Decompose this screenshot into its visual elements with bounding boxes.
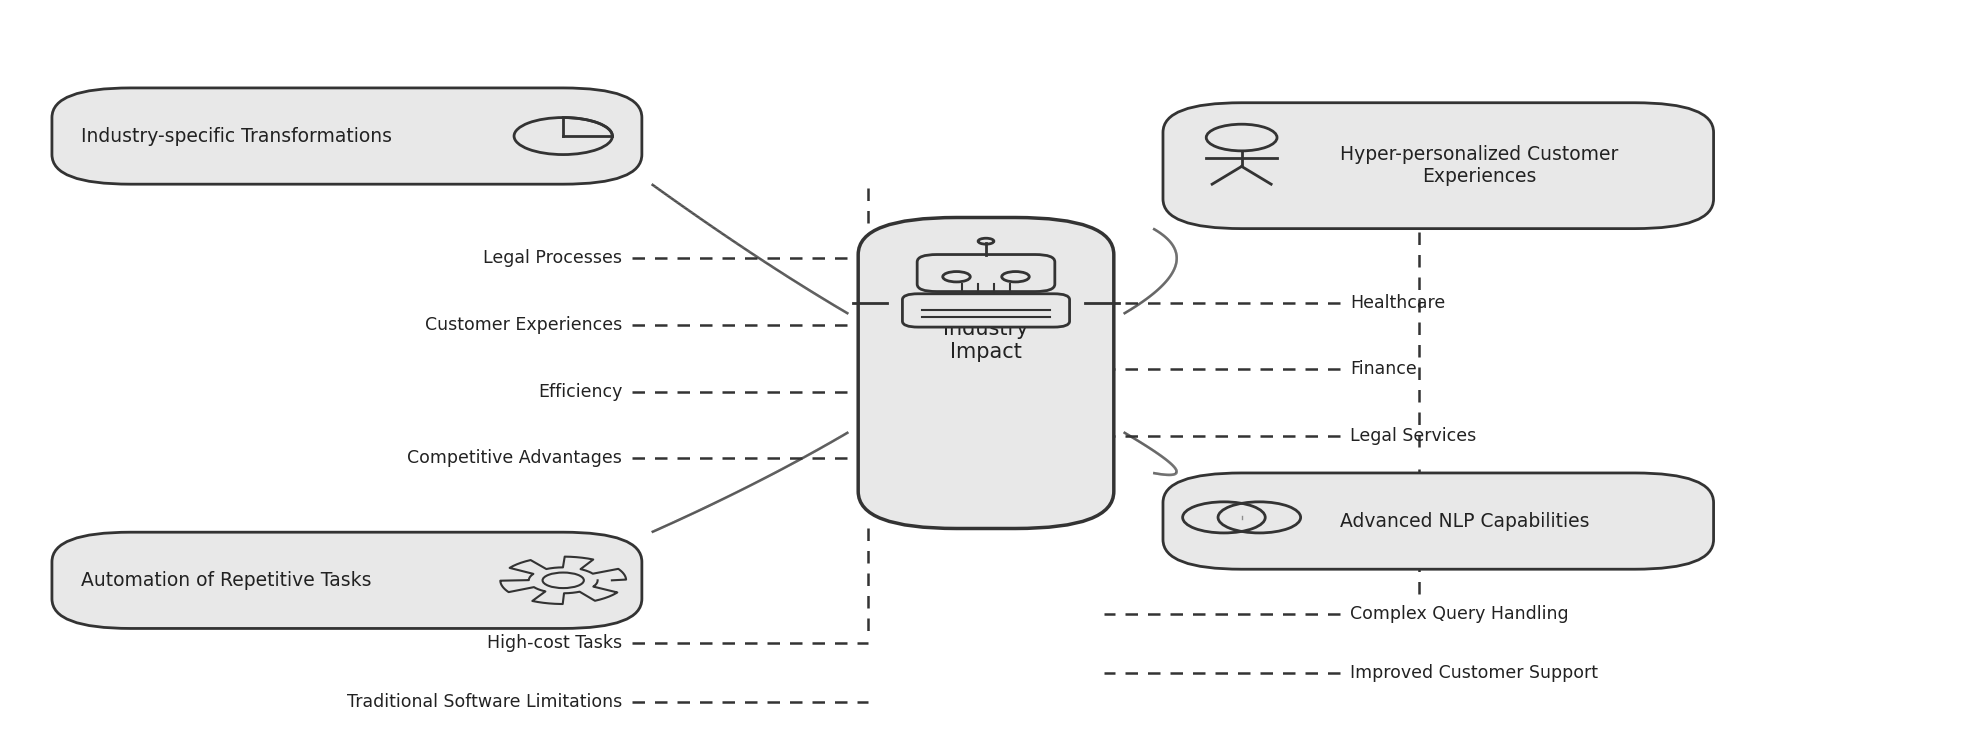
Text: Hyper-personalized Customer
Experiences: Hyper-personalized Customer Experiences bbox=[1339, 145, 1619, 186]
FancyBboxPatch shape bbox=[858, 218, 1114, 528]
FancyBboxPatch shape bbox=[1163, 473, 1714, 569]
Text: Healthcare: Healthcare bbox=[1349, 294, 1445, 312]
FancyBboxPatch shape bbox=[903, 294, 1069, 327]
Text: Legal Services: Legal Services bbox=[1349, 427, 1477, 445]
Text: High-cost Tasks: High-cost Tasks bbox=[487, 634, 623, 652]
Text: Automation of Repetitive Tasks: Automation of Repetitive Tasks bbox=[81, 571, 373, 590]
Text: Industry-specific Transformations: Industry-specific Transformations bbox=[81, 127, 392, 145]
FancyBboxPatch shape bbox=[51, 532, 641, 628]
Text: Traditional Software Limitations: Traditional Software Limitations bbox=[347, 694, 623, 712]
Text: Legal Processes: Legal Processes bbox=[483, 249, 623, 267]
Text: Customer Experiences: Customer Experiences bbox=[424, 316, 623, 334]
Text: Advanced NLP Capabilities: Advanced NLP Capabilities bbox=[1339, 512, 1589, 530]
Text: Efficiency: Efficiency bbox=[538, 383, 623, 401]
Text: Improved Customer Support: Improved Customer Support bbox=[1349, 664, 1597, 682]
FancyBboxPatch shape bbox=[1163, 103, 1714, 228]
FancyBboxPatch shape bbox=[917, 254, 1055, 292]
FancyBboxPatch shape bbox=[51, 88, 641, 184]
Text: Vertical AI
Industry
Impact: Vertical AI Industry Impact bbox=[933, 295, 1039, 362]
Text: Competitive Advantages: Competitive Advantages bbox=[408, 449, 623, 467]
Text: Complex Query Handling: Complex Query Handling bbox=[1349, 605, 1568, 623]
Text: Finance: Finance bbox=[1349, 360, 1416, 378]
